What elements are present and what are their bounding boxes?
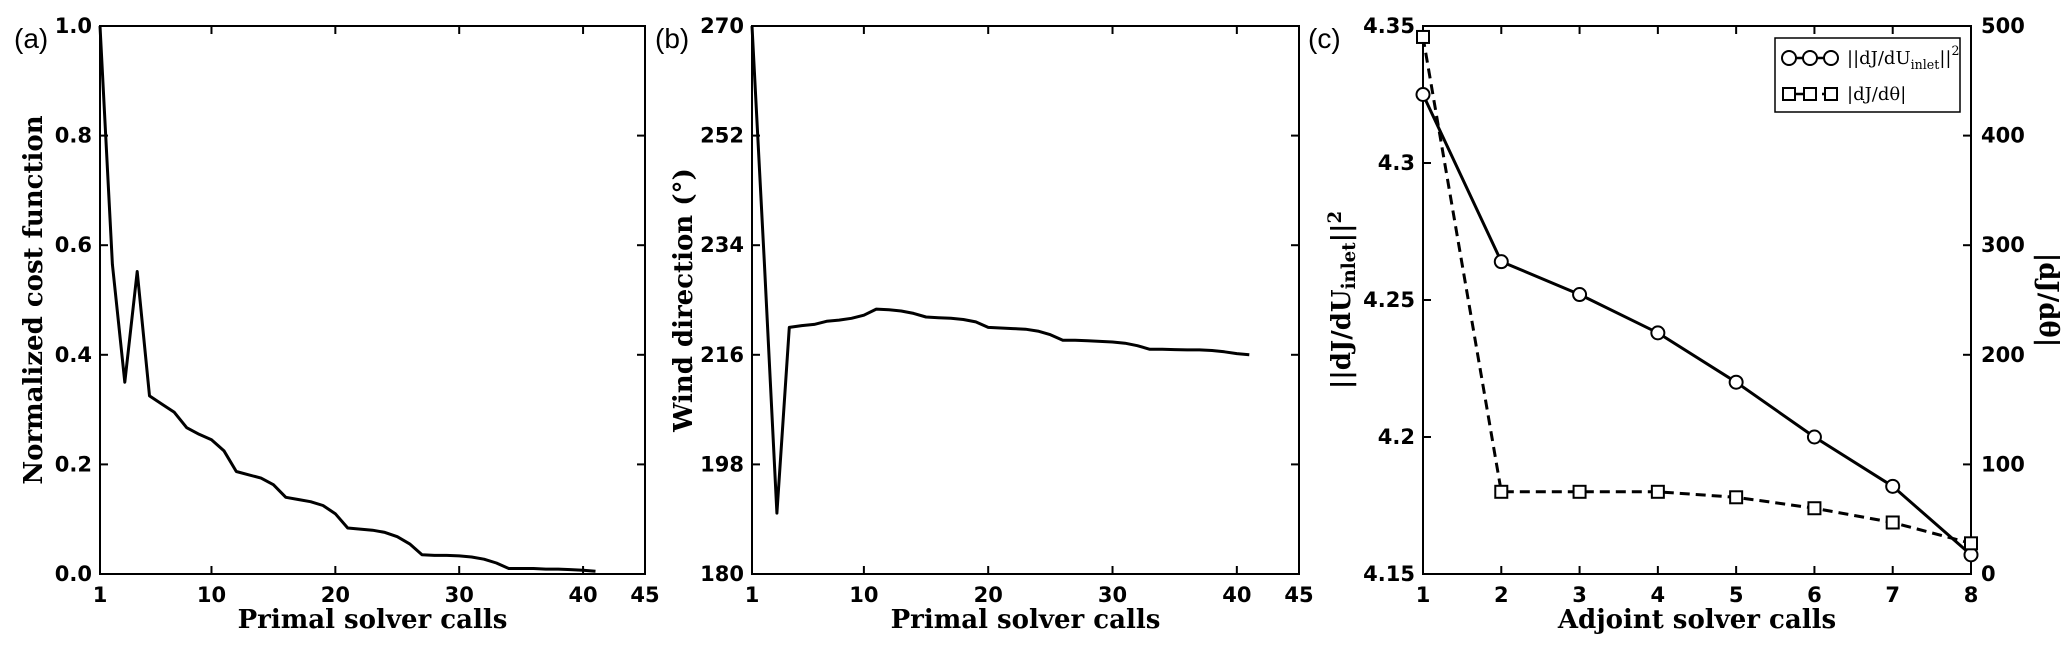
x-tick-label: 4 <box>1651 583 1666 607</box>
y-tick-label: 252 <box>700 124 744 148</box>
y-tick-label: 234 <box>700 233 744 257</box>
data-point-square <box>1885 515 1900 530</box>
data-point-square <box>1807 501 1822 516</box>
data-point-circle <box>1572 287 1588 303</box>
y-tick-label: 4.35 <box>1363 14 1415 38</box>
y-tick-label: 198 <box>700 452 744 476</box>
x-tick-label: 2 <box>1494 583 1509 607</box>
y2-tick-label: 0 <box>1981 562 1996 586</box>
plot-frame <box>99 25 646 575</box>
x-tick-label: 1 <box>745 583 760 607</box>
data-point-square <box>1494 484 1509 499</box>
data-point-circle <box>1806 429 1822 445</box>
y2-tick-label: 100 <box>1981 452 2025 476</box>
x-tick-label: 5 <box>1729 583 1744 607</box>
legend-marker-circle <box>1802 50 1818 66</box>
y2-tick-label: 500 <box>1981 14 2025 38</box>
y-tick-label: 0.2 <box>55 452 92 476</box>
x-tick-label: 30 <box>445 583 474 607</box>
y-tick-label: 0.4 <box>55 343 92 367</box>
x-tick-label: 45 <box>630 583 659 607</box>
panel-label: (a) <box>14 23 48 54</box>
series-line-1 <box>1421 93 1972 556</box>
x-tick-label: 20 <box>321 583 350 607</box>
data-point-square <box>1964 536 1978 551</box>
x-tick-label: 10 <box>849 583 878 607</box>
y-tick-label: 1.0 <box>55 14 92 38</box>
x-tick-label: 8 <box>1964 583 1979 607</box>
data-point-square <box>1572 484 1587 499</box>
x-tick-label: 1 <box>1416 583 1431 607</box>
y-tick-label: 180 <box>700 562 744 586</box>
data-point-circle <box>1493 254 1509 270</box>
x-tick-label: 1 <box>93 583 108 607</box>
y-tick-label: 270 <box>700 14 744 38</box>
x-axis-title: Adjoint solver calls <box>1557 605 1836 635</box>
y-tick-label: 4.25 <box>1363 288 1415 312</box>
x-tick-label: 30 <box>1098 583 1127 607</box>
data-point-square <box>1729 490 1744 505</box>
x-tick-label: 7 <box>1885 583 1900 607</box>
chart-panel-1: (a) 1 10 20 30 40 45 0.0 0.2 0.4 0.6 0.8 1.0 Primal s… <box>14 14 660 635</box>
y-tick-label: 4.3 <box>1378 151 1415 175</box>
y-axis-title: Wind direction (°) <box>669 168 699 433</box>
y2-tick-label: 200 <box>1981 343 2025 367</box>
x-tick-label: 20 <box>974 583 1003 607</box>
y-axis-title: Normalized cost function <box>19 115 49 484</box>
legend-marker-square <box>1803 87 1817 101</box>
y2-tick-label: 300 <box>1981 233 2025 257</box>
y-tick-label: 0.8 <box>55 124 92 148</box>
y-tick-label: 4.15 <box>1363 562 1415 586</box>
y2-tick-label: 400 <box>1981 124 2025 148</box>
legend-label: ||dJ/dUinlet||2 <box>1847 43 1959 72</box>
y-tick-label: 0.6 <box>55 233 92 257</box>
plot-frame <box>751 25 1300 575</box>
legend: ||dJ/dUinlet||2 |dJ/dθ| <box>1774 37 1961 113</box>
data-point-circle <box>1885 478 1901 494</box>
data-point-square <box>1416 29 1430 44</box>
x-axis-title: Primal solver calls <box>891 605 1161 635</box>
legend-label: |dJ/dθ| <box>1847 84 1906 105</box>
x-tick-label: 10 <box>197 583 226 607</box>
data-point-circle <box>1728 374 1744 390</box>
x-tick-label: 40 <box>1222 583 1251 607</box>
legend-marker-square <box>1824 87 1838 101</box>
y-tick-label: 4.2 <box>1378 425 1415 449</box>
x-tick-label: 45 <box>1284 583 1313 607</box>
x-tick-label: 3 <box>1572 583 1587 607</box>
series-line-1 <box>98 25 596 573</box>
legend-marker-circle <box>1781 50 1797 66</box>
legend-marker-circle <box>1823 50 1839 66</box>
chart-panel-3: (c) 1 2 3 4 5 6 7 8 4.15 4.2 4.25 4.3 4.35 0 100 200 300 4… <box>1308 14 2063 635</box>
panel-label: (b) <box>655 23 689 54</box>
legend-marker-square <box>1782 87 1796 101</box>
data-point-square <box>1650 484 1665 499</box>
chart-panel-2: (b) 1 10 20 30 40 45 180 198 216 234 252 270 Primal s… <box>655 14 1314 635</box>
y-tick-label: 216 <box>700 343 744 367</box>
data-point-circle <box>1415 87 1431 102</box>
x-tick-label: 6 <box>1807 583 1822 607</box>
x-axis-title: Primal solver calls <box>238 605 508 635</box>
series-line-2 <box>1421 36 1972 545</box>
series-line-1 <box>750 25 1250 515</box>
y-axis-title: ||dJ/dUinlet||2 <box>1325 211 1360 389</box>
x-tick-label: 40 <box>568 583 597 607</box>
y2-axis-title: |dJ/dθ| <box>2033 253 2063 347</box>
data-point-circle <box>1650 325 1666 341</box>
panel-label: (c) <box>1308 23 1341 54</box>
y-tick-label: 0.0 <box>55 562 92 586</box>
